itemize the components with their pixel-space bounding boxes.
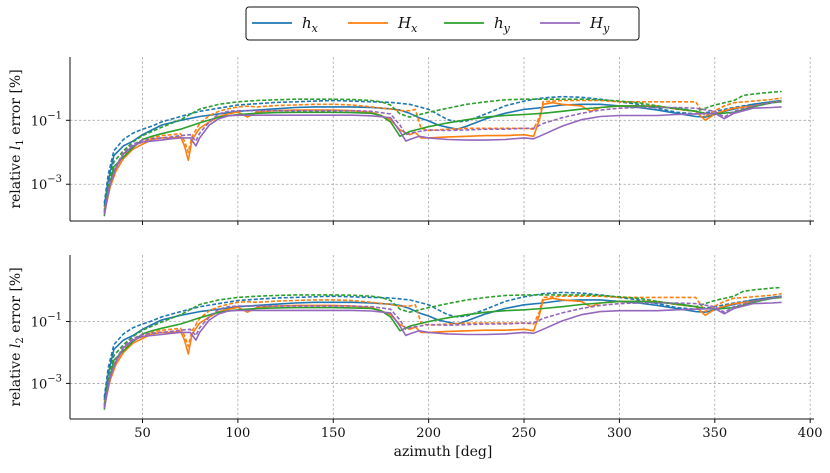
x-tick-label: 200 [416, 426, 441, 441]
x-tick-label: 100 [225, 426, 250, 441]
y-axis-label: relative l2 error [%] [8, 267, 26, 406]
series-line-hy-dashed [103, 90, 782, 212]
legend-box [245, 6, 640, 41]
series-line-hx-upper-solid [103, 296, 782, 407]
series-line-hx-dashed [103, 95, 782, 204]
series-line-hy-upper-dashed [103, 296, 782, 407]
x-axis-label: azimuth [deg] [394, 444, 493, 460]
x-tick-label: 50 [134, 426, 151, 441]
legend-entry-label: Hx [397, 14, 418, 35]
panel-l2-error: 10−1 10−3 50 100 150 200 250 300 350 400 relative … [8, 255, 823, 441]
series-line-hy-upper-solid [103, 106, 782, 215]
x-tick-label: 350 [702, 426, 727, 441]
series-line-hx-solid [103, 295, 782, 401]
y-tick-label: 10−3 [31, 174, 62, 193]
y-tick-label: 10−3 [31, 373, 62, 392]
x-tick-label: 400 [798, 426, 823, 441]
series-line-hx-upper-dashed [103, 97, 782, 210]
series-line-hx-dashed [103, 291, 782, 398]
series-line-hy-solid [103, 296, 782, 410]
series-line-hy-dashed [103, 286, 782, 406]
series-line-hy-upper-dashed [103, 100, 782, 214]
legend-entry-label: hy [494, 14, 511, 35]
panel-l1-error: 10−1 10−3 relative l1 error [%] [8, 57, 814, 225]
x-tick-label: 250 [512, 426, 537, 441]
legend-entry-label: hx [302, 14, 319, 35]
series-line-hy-upper-solid [103, 301, 782, 409]
legend: hx Hx hy Hy [245, 6, 640, 41]
y-tick-label: 10−1 [31, 110, 62, 129]
legend-entry-label: Hy [589, 14, 610, 35]
y-tick-label: 10−1 [31, 312, 62, 331]
y-axis-label: relative l1 error [%] [8, 69, 26, 208]
series-line-hx-upper-dashed [103, 292, 782, 404]
x-tick-label: 150 [321, 426, 346, 441]
x-tick-label: 300 [607, 426, 632, 441]
